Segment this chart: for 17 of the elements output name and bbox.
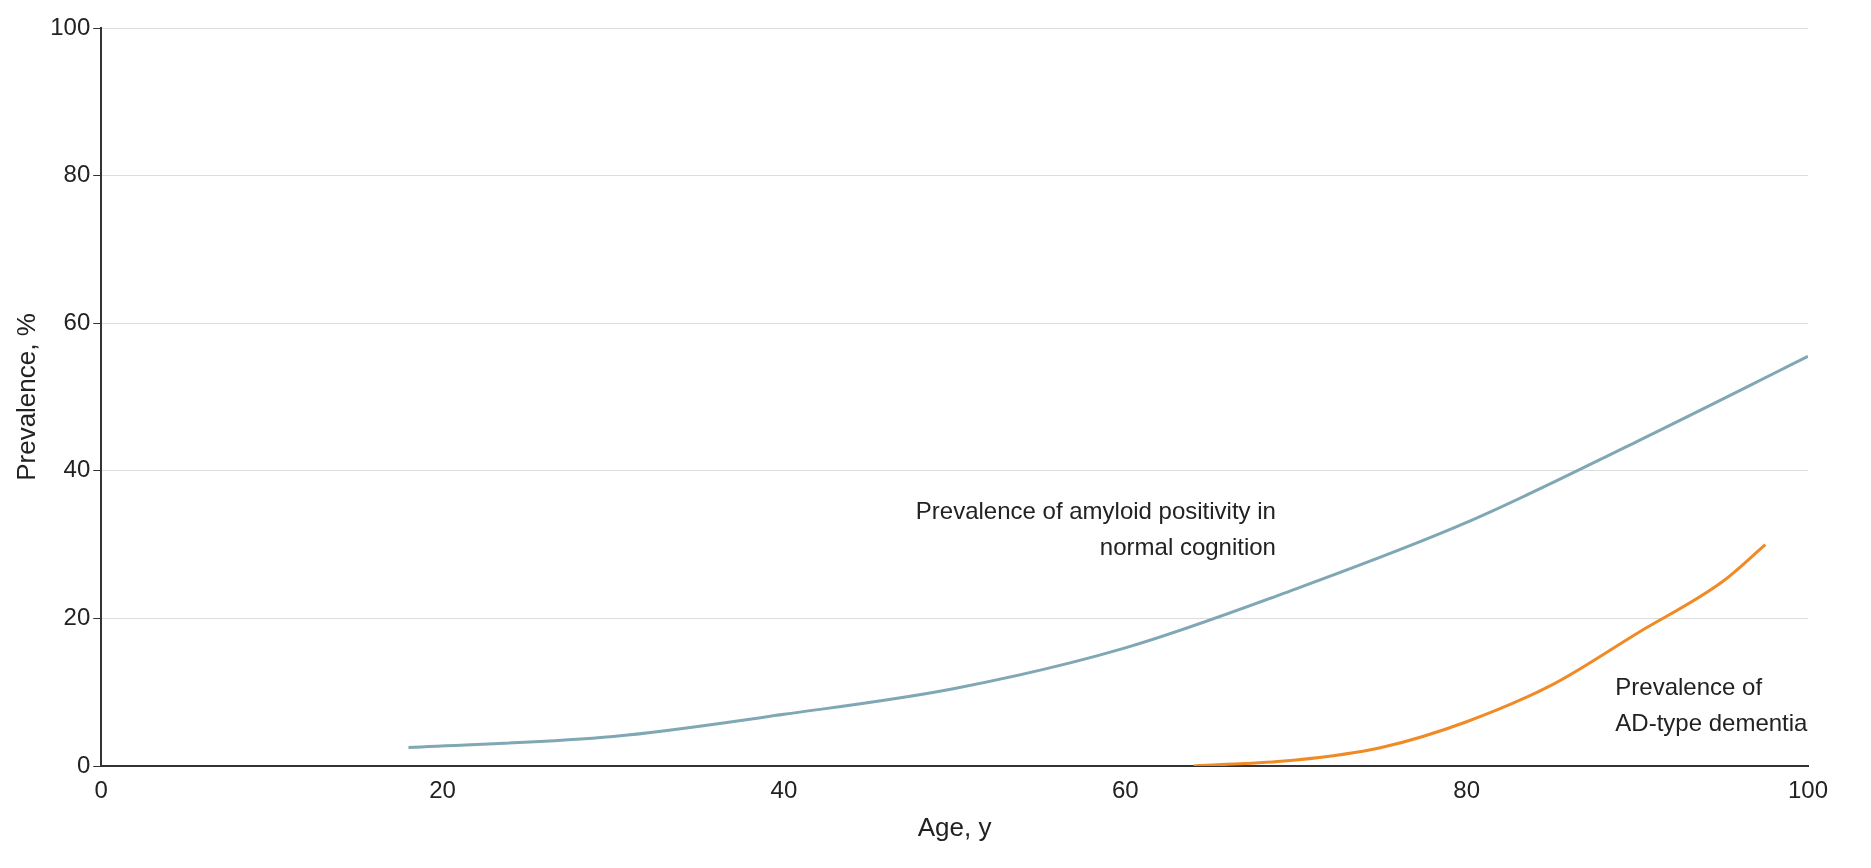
y-axis-title: Prevalence, %: [10, 313, 41, 481]
x-tick-label: 60: [1111, 776, 1139, 804]
y-tick-label: 60: [63, 307, 91, 335]
x-axis-title: Age, y: [917, 811, 992, 842]
x-tick-label: 20: [429, 776, 456, 804]
x-tick-label: 100: [1787, 776, 1829, 804]
y-tick-label: 20: [63, 603, 91, 631]
x-tick-label: 40: [770, 776, 798, 804]
x-tick-label: 0: [94, 776, 108, 804]
x-tick-label: 80: [1453, 776, 1480, 804]
y-tick-label: 100: [50, 12, 91, 40]
series-label: Prevalence of amyloid positivity in normal cognition: [915, 496, 1276, 560]
y-tick-label: 40: [63, 455, 91, 483]
y-tick-label: 80: [63, 160, 91, 188]
line-series: [406, 354, 1808, 750]
series-label: Prevalence of AD-type dementia: [1615, 672, 1809, 736]
y-tick-label: 0: [76, 750, 91, 778]
